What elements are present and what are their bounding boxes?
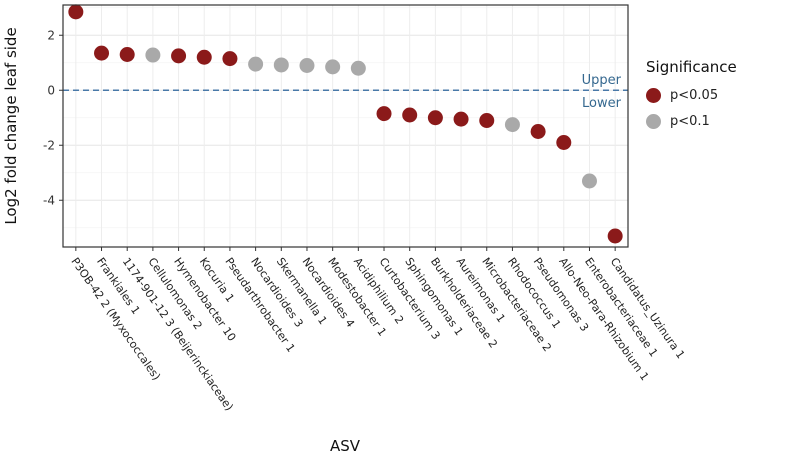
data-point bbox=[427, 110, 443, 126]
y-axis-title: Log2 fold change leaf side bbox=[2, 27, 20, 224]
y-tick-label: -2 bbox=[43, 138, 55, 152]
data-point bbox=[581, 173, 597, 189]
legend-item-label: p<0.05 bbox=[670, 88, 719, 103]
data-point bbox=[530, 124, 546, 139]
lower-refline-label: Lower bbox=[582, 96, 622, 111]
data-point bbox=[479, 113, 495, 128]
data-point bbox=[248, 56, 264, 72]
data-point bbox=[196, 49, 212, 65]
y-tick-label: -4 bbox=[43, 193, 55, 207]
legend-title: Significance bbox=[646, 58, 737, 76]
legend-key-dot bbox=[646, 88, 661, 103]
data-point bbox=[222, 51, 238, 67]
data-point bbox=[350, 60, 366, 76]
y-tick-label: 0 bbox=[47, 83, 55, 97]
data-point bbox=[453, 111, 469, 127]
legend-key-dot bbox=[646, 114, 661, 129]
data-point bbox=[607, 228, 623, 244]
data-point bbox=[325, 59, 341, 75]
y-tick-label: 2 bbox=[47, 28, 55, 42]
x-axis-title: ASV bbox=[330, 437, 361, 455]
legend-items: p<0.05 p<0.1 bbox=[646, 88, 737, 129]
legend-item-label: p<0.1 bbox=[670, 114, 710, 129]
data-point bbox=[299, 58, 315, 73]
data-point bbox=[556, 135, 572, 150]
data-point bbox=[68, 4, 84, 20]
data-point bbox=[94, 45, 110, 61]
legend: Significance p<0.05 p<0.1 bbox=[646, 58, 737, 140]
data-point bbox=[376, 106, 392, 122]
data-point bbox=[145, 47, 161, 63]
legend-item: p<0.05 bbox=[646, 88, 737, 103]
data-point bbox=[119, 47, 135, 62]
panel-background bbox=[63, 5, 628, 247]
data-point bbox=[504, 117, 520, 133]
data-point bbox=[402, 107, 418, 123]
panel-border bbox=[62, 4, 629, 248]
upper-refline-label: Upper bbox=[582, 73, 622, 88]
data-point bbox=[171, 48, 187, 64]
legend-item: p<0.1 bbox=[646, 114, 737, 129]
data-point bbox=[273, 57, 289, 73]
